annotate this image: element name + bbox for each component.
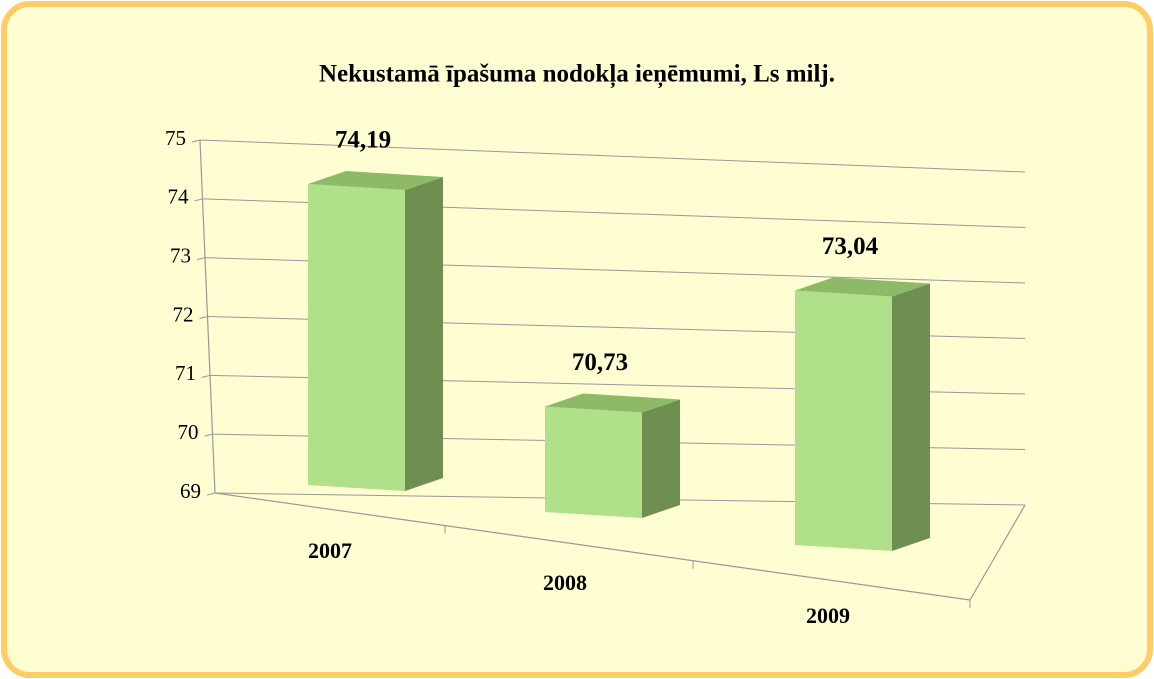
bar — [795, 290, 892, 551]
grid-line — [199, 139, 1026, 173]
y-tick-label: 75 — [165, 126, 186, 150]
y-tick-label: 69 — [180, 479, 201, 503]
value-label: 74,19 — [335, 127, 391, 154]
x-tick-label: 2009 — [806, 603, 850, 628]
y-tick — [196, 257, 206, 261]
y-tick — [199, 316, 208, 319]
bar-top — [545, 393, 680, 413]
bar-top — [308, 170, 443, 190]
y-tick-label: 74 — [168, 185, 190, 209]
value-label: 73,04 — [822, 233, 879, 260]
floor-edge — [969, 504, 1026, 601]
bar-top — [795, 277, 930, 297]
y-tick — [191, 139, 201, 143]
chart-title: Nekustamā īpašuma nodokļa ieņēmumi, Ls m… — [319, 61, 835, 89]
y-tick-label: 71 — [175, 361, 196, 385]
x-tick-label: 2008 — [543, 570, 587, 595]
y-tick — [194, 198, 203, 202]
bar — [308, 183, 405, 492]
bar-side — [405, 176, 443, 492]
bar — [545, 406, 642, 518]
value-label: 70,73 — [572, 349, 628, 376]
x-tick-label: 2007 — [308, 538, 352, 563]
bar-side — [642, 399, 680, 518]
bar-side — [892, 283, 930, 551]
floor-edge — [214, 492, 971, 601]
y-tick-label: 72 — [173, 302, 194, 326]
y-tick — [206, 492, 216, 496]
y-tick — [204, 433, 213, 437]
y-tick-label: 70 — [178, 420, 199, 444]
y-tick — [201, 374, 211, 378]
y-tick-label: 73 — [170, 243, 191, 267]
